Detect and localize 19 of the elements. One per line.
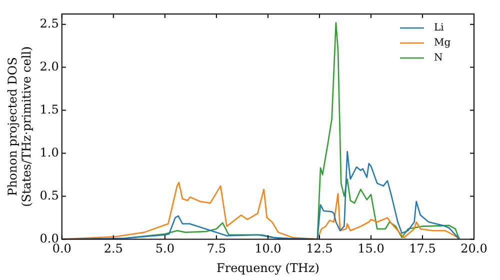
x-tick-label: 2.5 <box>104 242 123 256</box>
y-tick-label: 1.5 <box>40 102 59 116</box>
x-tick-label: 17.5 <box>409 242 436 256</box>
legend-label: Li <box>434 22 444 34</box>
x-tick-label: 0.0 <box>52 242 72 256</box>
x-tick-label: 15.0 <box>358 242 384 256</box>
legend-label: N <box>434 52 443 64</box>
y-tick-label: 2.0 <box>40 59 59 74</box>
x-tick-label: 12.5 <box>306 242 333 256</box>
x-tick-label: 5.0 <box>155 242 174 256</box>
y-tick-label: 2.5 <box>40 16 59 30</box>
y-axis-title: Phonon projected DOS (States/THz·primitive cell) <box>5 46 34 207</box>
y-tick-label: 1.0 <box>40 145 59 160</box>
x-tick-label: 7.5 <box>206 242 226 256</box>
x-tick-label: 10.0 <box>254 242 282 256</box>
y-tick-label: 0.5 <box>40 188 59 202</box>
x-axis-title: Frequency (THz) <box>216 260 320 275</box>
x-tick-label: 20.0 <box>460 242 488 256</box>
legend-label: Mg <box>434 38 452 49</box>
